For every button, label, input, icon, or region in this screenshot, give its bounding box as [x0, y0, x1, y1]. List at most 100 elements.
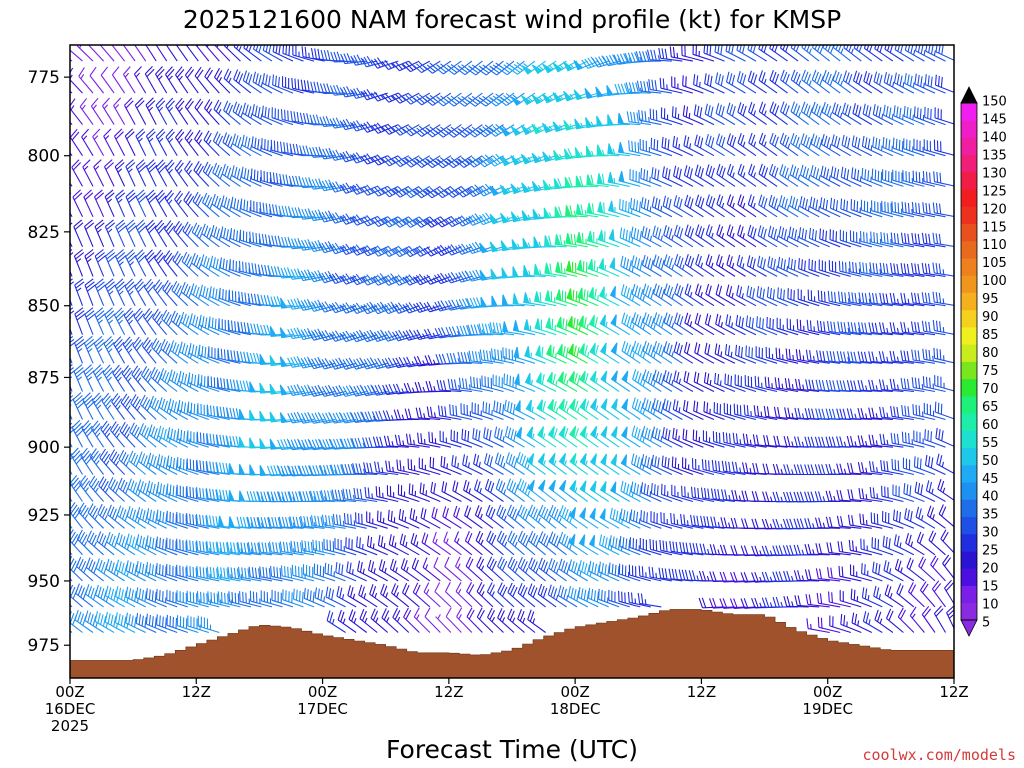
wind-barb-flag: [387, 216, 396, 225]
wind-barb: [503, 373, 525, 393]
wind-barb-flag: [369, 462, 373, 474]
wind-barb-staff: [229, 576, 251, 582]
wind-barb-flag: [216, 566, 220, 578]
wind-barb-flag: [121, 424, 128, 434]
wind-barb-flag: [511, 482, 517, 493]
wind-barb-flag: [370, 125, 379, 134]
wind-barb-flag: [223, 349, 226, 360]
wind-barb-staff: [177, 438, 199, 448]
wind-barb-staff: [386, 390, 409, 396]
wind-barb-staff: [281, 446, 304, 451]
wind-barb-staff: [93, 196, 105, 218]
wind-barb-flag: [139, 394, 146, 405]
wind-barb-flag: [273, 266, 278, 277]
wind-barb: [133, 66, 147, 94]
wind-barb-staff: [223, 77, 241, 94]
wind-barb-flag: [70, 222, 73, 226]
wind-barb-flag: [325, 586, 329, 598]
wind-barb-flag: [329, 150, 336, 161]
wind-barb-flag: [439, 216, 448, 225]
wind-barb-flag: [165, 128, 174, 138]
wind-barb: [140, 366, 157, 392]
wind-barb: [80, 447, 94, 475]
wind-barb-flag: [70, 395, 74, 399]
wind-barb-flag: [287, 491, 292, 502]
wind-barb-flag: [183, 402, 187, 414]
wind-barb-flag: [431, 506, 435, 518]
wind-barb-half-flag: [423, 413, 426, 419]
wind-barb-staff: [156, 598, 178, 608]
wind-barb: [350, 54, 378, 66]
wind-barb-flag: [350, 55, 357, 66]
wind-barb-staff: [428, 416, 451, 421]
wind-barb: [195, 514, 220, 529]
wind-barb-flag: [87, 503, 94, 513]
wind-barb-staff: [73, 226, 84, 248]
wind-barb-flag: [485, 428, 489, 440]
wind-barb-flag: [150, 366, 156, 377]
wind-barb-flag: [462, 454, 466, 465]
wind-barb-staff: [272, 51, 294, 62]
wind-barb-flag: [360, 123, 368, 133]
wind-barb-flag: [71, 131, 80, 141]
wind-barb-staff: [381, 617, 399, 633]
wind-barb-flag: [465, 481, 470, 492]
wind-barb: [497, 608, 515, 633]
wind-barb-flag: [115, 586, 119, 597]
wind-barb-staff: [376, 495, 399, 503]
wind-barb: [455, 298, 483, 310]
wind-barb-flag: [72, 392, 82, 401]
wind-barb-flag: [429, 156, 439, 165]
wind-barb-flag: [434, 130, 444, 138]
wind-barb-flag: [308, 147, 314, 158]
wind-barb-flag: [359, 608, 365, 619]
wind-barb-flag: [125, 189, 135, 198]
wind-barb-flag: [178, 370, 182, 382]
wind-barb-staff: [292, 473, 315, 477]
wind-barb: [402, 245, 431, 258]
wind-barb: [217, 515, 241, 529]
wind-barb-flag: [75, 252, 85, 260]
wind-barb-staff: [453, 515, 473, 529]
wind-barb-flag: [359, 562, 363, 573]
wind-barb-flag: [312, 147, 317, 158]
wind-barb: [192, 191, 210, 218]
wind-barb-flag: [373, 123, 382, 133]
wind-barb-flag: [187, 226, 194, 236]
wind-barb-flag: [308, 439, 314, 450]
wind-barb-flag: [514, 484, 519, 495]
wind-barb-staff: [314, 573, 336, 582]
wind-barb-flag: [179, 311, 185, 323]
wind-barb-half-flag: [394, 542, 397, 548]
wind-barb-flag: [170, 400, 175, 411]
wind-barb-flag: [145, 588, 148, 599]
wind-barb-flag: [277, 491, 283, 502]
wind-barb-staff: [155, 197, 168, 218]
wind-barb-flag: [91, 534, 97, 545]
wind-barb-flag: [301, 465, 307, 476]
wind-barb-half-flag: [502, 436, 505, 442]
wind-barb-flag: [258, 233, 262, 244]
wind-barb-flag: [399, 460, 402, 471]
wind-barb-flag: [196, 540, 199, 551]
wind-barb-half-flag: [416, 614, 420, 620]
wind-barb-staff: [214, 45, 231, 62]
wind-barb-flag: [434, 160, 444, 169]
wind-barb-flag: [391, 304, 400, 314]
wind-barb-flag: [278, 542, 282, 554]
wind-barb: [426, 406, 451, 421]
wind-barb-flag: [158, 225, 166, 234]
wind-barb-staff: [292, 446, 315, 451]
wind-barb: [386, 485, 409, 503]
wind-barb-half-flag: [393, 248, 399, 253]
wind-barb-flag: [447, 272, 455, 283]
wind-barb-flag: [197, 196, 204, 207]
wind-barb-half-flag: [117, 376, 122, 382]
wind-barb-flag: [131, 365, 139, 375]
wind-barb: [466, 582, 483, 608]
wind-barb-flag: [119, 507, 124, 518]
wind-barb-staff: [239, 551, 262, 556]
wind-barb-flag: [299, 145, 304, 156]
wind-barb-staff: [450, 305, 473, 311]
wind-barb-flag: [318, 540, 321, 552]
